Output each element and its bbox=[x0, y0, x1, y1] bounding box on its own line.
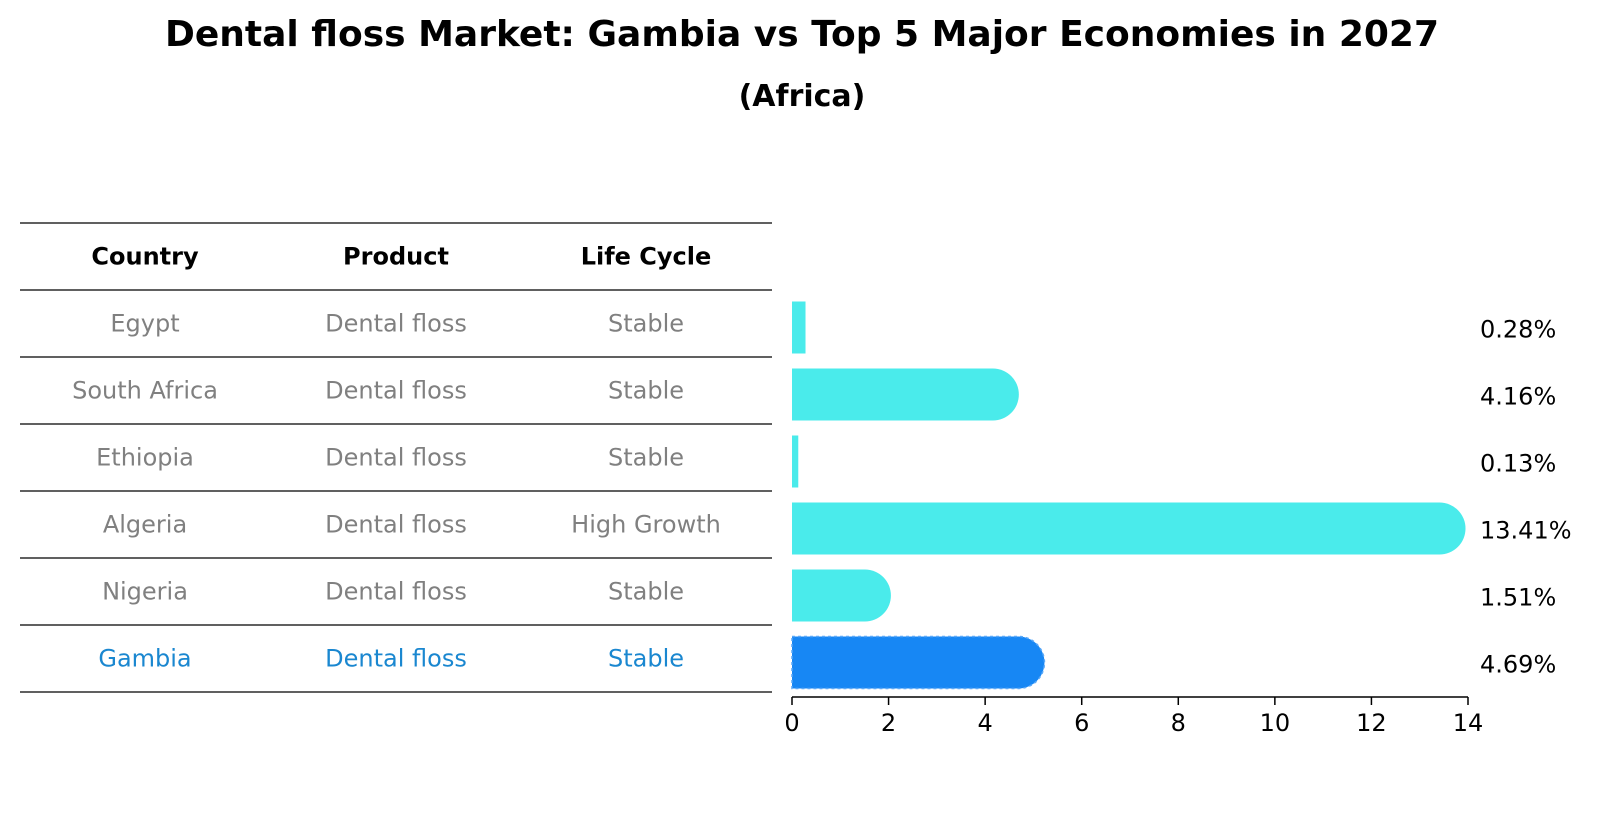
bar-plot: 0.28% 4.16% 0.13% 13.41% 1.51% 4.69% bbox=[791, 301, 1572, 690]
table-row: Ethiopia Dental floss Stable bbox=[96, 444, 684, 472]
table-cell: Stable bbox=[608, 645, 684, 673]
bar-value-label: 0.28% bbox=[1480, 316, 1556, 344]
bar-shape bbox=[792, 368, 1019, 421]
table-row: Algeria Dental floss High Growth bbox=[103, 511, 721, 539]
column-header: Life Cycle bbox=[581, 243, 712, 271]
table-cell: Dental floss bbox=[325, 444, 467, 472]
bar-shape bbox=[792, 636, 1045, 689]
column-header: Country bbox=[91, 243, 199, 271]
bar-value-label: 4.69% bbox=[1480, 651, 1556, 679]
bar-egypt: 0.28% bbox=[792, 301, 1556, 354]
x-tick-label: 2 bbox=[881, 709, 896, 737]
table-cell: Algeria bbox=[103, 511, 187, 539]
bar-shape bbox=[792, 301, 806, 354]
table-cell: Dental floss bbox=[325, 578, 467, 606]
bar-outline bbox=[791, 635, 1046, 690]
bar-nigeria: 1.51% bbox=[792, 569, 1556, 622]
bar-south-africa: 4.16% bbox=[792, 368, 1556, 421]
x-tick-label: 12 bbox=[1356, 709, 1387, 737]
bar-gambia: 4.69% bbox=[791, 635, 1556, 690]
chart-title: Dental floss Market: Gambia vs Top 5 Maj… bbox=[164, 14, 1440, 55]
bar-algeria: 13.41% bbox=[792, 502, 1572, 555]
table-cell: Dental floss bbox=[325, 511, 467, 539]
table-cell: Stable bbox=[608, 377, 684, 405]
bar-value-label: 0.13% bbox=[1480, 450, 1556, 478]
table-cell: High Growth bbox=[571, 511, 721, 539]
x-tick-label: 6 bbox=[1074, 709, 1089, 737]
table-cell: Stable bbox=[608, 578, 684, 606]
x-tick-label: 14 bbox=[1453, 709, 1484, 737]
bar-value-label: 13.41% bbox=[1480, 517, 1572, 545]
table-row: South Africa Dental floss Stable bbox=[72, 377, 684, 405]
x-tick-label: 0 bbox=[784, 709, 799, 737]
bar-value-label: 1.51% bbox=[1480, 584, 1556, 612]
x-axis: 0 2 4 6 8 10 12 14 bbox=[784, 696, 1484, 737]
bar-shape bbox=[792, 435, 799, 488]
x-tick-label: 4 bbox=[978, 709, 993, 737]
bar-shape bbox=[792, 502, 1466, 555]
table-cell: Gambia bbox=[98, 645, 191, 673]
x-tick-label: 8 bbox=[1171, 709, 1186, 737]
table-cell: South Africa bbox=[72, 377, 218, 405]
chart-subtitle: (Africa) bbox=[738, 79, 866, 114]
column-header: Product bbox=[343, 243, 449, 271]
table-cell: Ethiopia bbox=[96, 444, 194, 472]
table-row: Nigeria Dental floss Stable bbox=[102, 578, 684, 606]
bar-ethiopia: 0.13% bbox=[792, 435, 1556, 488]
table-cell: Egypt bbox=[110, 310, 179, 338]
table-cell: Stable bbox=[608, 310, 684, 338]
table-cell: Nigeria bbox=[102, 578, 188, 606]
table-cell: Dental floss bbox=[325, 645, 467, 673]
table-cell: Dental floss bbox=[325, 377, 467, 405]
table-row: Gambia Dental floss Stable bbox=[98, 645, 684, 673]
bar-value-label: 4.16% bbox=[1480, 383, 1556, 411]
table-row: Egypt Dental floss Stable bbox=[110, 310, 684, 338]
bar-shape bbox=[792, 569, 891, 622]
x-tick-label: 10 bbox=[1260, 709, 1291, 737]
data-table: Country Product Life Cycle Egypt Dental flos… bbox=[20, 222, 772, 693]
table-cell: Dental floss bbox=[325, 310, 467, 338]
table-cell: Stable bbox=[608, 444, 684, 472]
